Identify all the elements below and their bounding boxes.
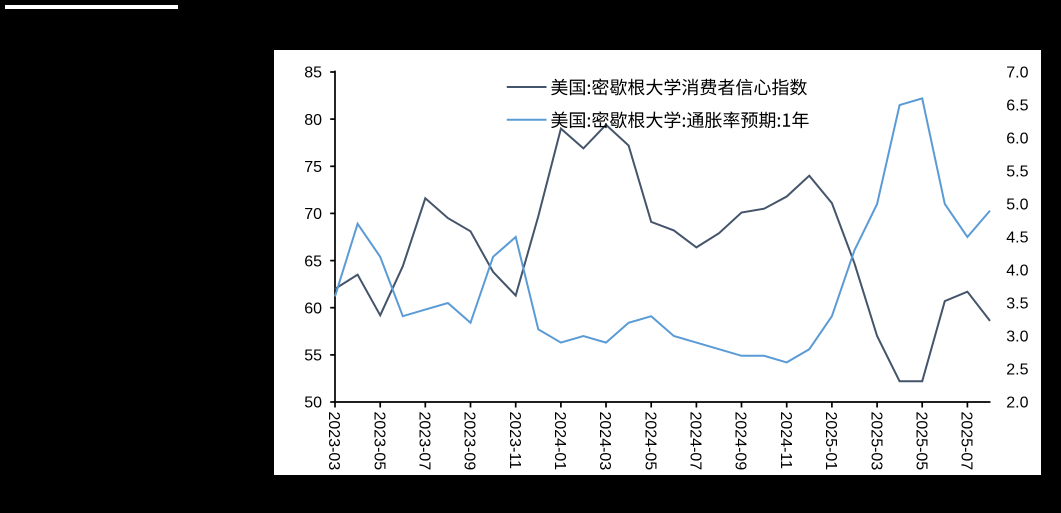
svg-text:2024-07: 2024-07	[687, 412, 704, 471]
svg-text:2.0: 2.0	[1006, 395, 1028, 412]
svg-text:7.0: 7.0	[1006, 65, 1028, 82]
svg-text:2025-03: 2025-03	[867, 412, 884, 471]
svg-text:2023-05: 2023-05	[370, 412, 387, 471]
svg-text:85: 85	[304, 65, 322, 82]
svg-text:2023-09: 2023-09	[461, 412, 478, 471]
svg-text:2024-09: 2024-09	[732, 412, 749, 471]
svg-text:6.0: 6.0	[1006, 131, 1028, 148]
svg-text:2024-03: 2024-03	[596, 412, 613, 471]
svg-text:2.5: 2.5	[1006, 362, 1028, 379]
svg-text:55: 55	[304, 348, 322, 365]
svg-text:2023-11: 2023-11	[506, 412, 523, 470]
svg-text:3.0: 3.0	[1006, 329, 1028, 346]
svg-text:5.0: 5.0	[1006, 197, 1028, 214]
svg-text:2025-05: 2025-05	[912, 412, 929, 471]
svg-text:4.0: 4.0	[1006, 263, 1028, 280]
svg-text:2024-01: 2024-01	[551, 412, 568, 471]
svg-text:4.5: 4.5	[1006, 230, 1028, 247]
svg-text:2023-07: 2023-07	[416, 412, 433, 471]
svg-text:2024-11: 2024-11	[777, 412, 794, 470]
svg-text:65: 65	[304, 253, 322, 270]
svg-text:2023-03: 2023-03	[325, 412, 342, 471]
svg-text:2024-05: 2024-05	[641, 412, 658, 471]
svg-text:6.5: 6.5	[1006, 98, 1028, 115]
svg-text:80: 80	[304, 112, 322, 129]
svg-text:2025-07: 2025-07	[958, 412, 975, 471]
svg-text:70: 70	[304, 206, 322, 223]
svg-text:2025-01: 2025-01	[822, 412, 839, 471]
svg-text:50: 50	[304, 395, 322, 412]
svg-text:60: 60	[304, 300, 322, 317]
svg-text:3.5: 3.5	[1006, 296, 1028, 313]
svg-text:5.5: 5.5	[1006, 164, 1028, 181]
svg-text:75: 75	[304, 159, 322, 176]
